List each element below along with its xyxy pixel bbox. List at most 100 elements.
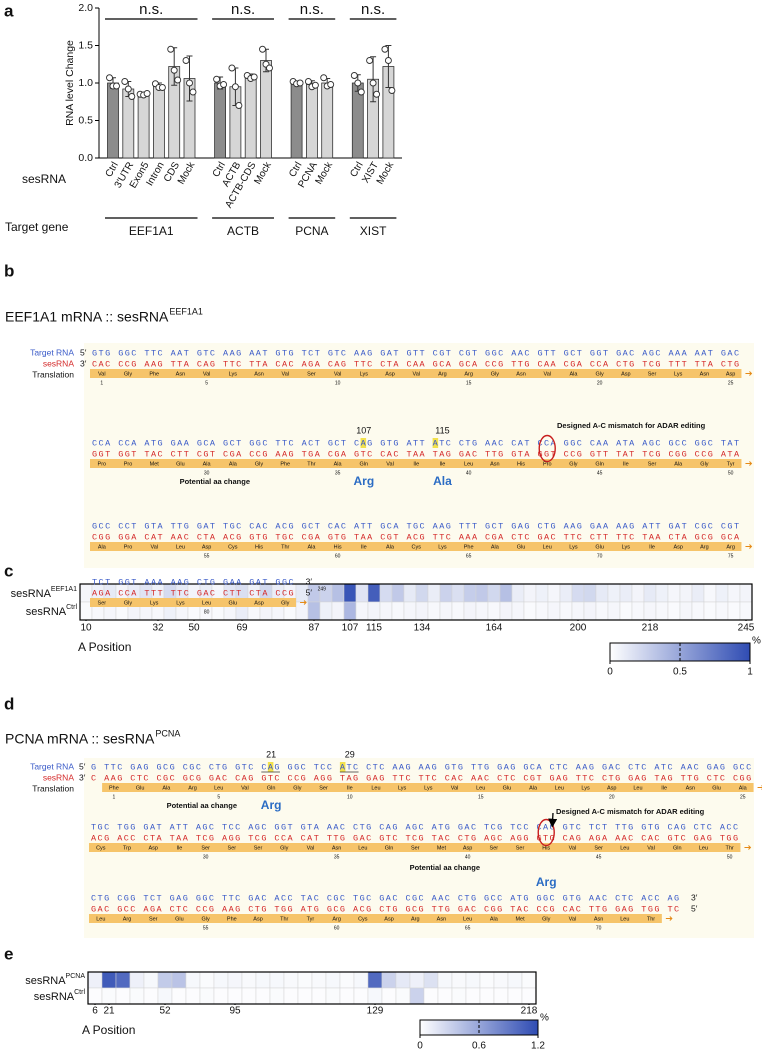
row-label: Target RNA — [30, 347, 74, 357]
five-prime-end: 5′ — [80, 347, 87, 357]
heatmap-cell — [583, 601, 597, 621]
heatmap-cell — [409, 971, 425, 989]
data-point — [350, 72, 358, 79]
heatmap-cell — [547, 583, 561, 603]
amino-acid: Phe — [280, 461, 290, 467]
amino-acid: Lys — [569, 544, 578, 550]
data-point — [186, 79, 193, 87]
amino-acid: Asp — [254, 600, 263, 606]
residue-number: 30 — [203, 854, 209, 860]
residue-number: 55 — [203, 925, 209, 931]
translation-band — [90, 459, 742, 468]
heatmap-cell — [631, 583, 645, 603]
amino-acid: Pro — [543, 461, 552, 467]
data-point — [158, 84, 166, 91]
heatmap-cell — [423, 987, 439, 1005]
heatmap-cell — [199, 987, 215, 1005]
amino-acid: Gly — [491, 371, 500, 377]
amino-acid: Gly — [542, 916, 551, 922]
heatmap-cell — [307, 601, 321, 621]
heatmap-cell — [297, 987, 313, 1005]
amino-acid: Thr — [280, 916, 288, 922]
amino-acid: Met — [515, 916, 525, 922]
amino-acid: Lys — [674, 371, 683, 377]
residue-number: 65 — [465, 925, 471, 931]
amino-acid: Asp — [385, 371, 394, 377]
amino-acid: Glu — [175, 916, 184, 922]
heatmap-cell — [403, 601, 417, 621]
heatmap-cell — [381, 971, 397, 989]
amino-acid: Leu — [176, 544, 185, 550]
amino-acid: Leu — [476, 785, 485, 791]
heatmap-cell — [339, 987, 355, 1005]
target-sequence: G TTC GAG GCG CGC CTG GTC CAG GGC TCC AT… — [91, 762, 753, 772]
heatmap-cell — [655, 583, 669, 603]
residue-number: 40 — [466, 470, 472, 476]
heatmap-cell — [715, 601, 729, 621]
heatmap-cell — [507, 987, 523, 1005]
group-label: ACTB — [227, 224, 259, 238]
amino-acid: Asn — [686, 785, 695, 791]
heatmap-cell — [415, 601, 429, 621]
amino-acid: Leu — [620, 845, 629, 851]
heatmap-cell — [353, 971, 369, 989]
amino-acid: Pro — [124, 461, 133, 467]
data-point — [311, 81, 319, 89]
sesrna-sequence: GGT GGT TAC CTT CGT CGA CCG AAG TGA CGA … — [92, 449, 741, 459]
heatmap-cell — [619, 583, 633, 603]
heatmap-border — [87, 971, 537, 1005]
heatmap-cell — [283, 987, 299, 1005]
amino-acid: Ile — [413, 461, 419, 467]
residue-number: 65 — [466, 553, 472, 559]
amino-acid: Val — [98, 371, 106, 377]
amino-acid: Asp — [202, 544, 211, 550]
heatmap-cell — [101, 987, 117, 1005]
amino-acid: Lys — [424, 785, 433, 791]
amino-acid: Pro — [98, 461, 107, 467]
amino-acid: Ser — [307, 371, 316, 377]
sesrna-sequence: CGG GGA CAT AAC CTA ACG GTG TGC CGA GTG … — [92, 532, 741, 542]
amino-acid: Glu — [712, 785, 721, 791]
amino-acid: Ser — [98, 600, 107, 606]
heatmap-cell — [391, 583, 405, 603]
amino-acid: Cys — [96, 845, 106, 851]
panel-title-superscript: PCNA — [155, 728, 180, 738]
x-tick-label: 218 — [521, 1006, 538, 1017]
data-point — [170, 66, 178, 74]
data-point — [228, 64, 236, 72]
heatmap-cell — [511, 601, 525, 621]
data-point — [357, 88, 365, 96]
sesrna-sequence: C AAG CTC CGC GCG GAC CAG GTC CCG AGG TA… — [91, 773, 753, 783]
amino-acid: Asn — [490, 461, 499, 467]
amino-acid: Ile — [361, 544, 367, 550]
amino-acid: Ser — [594, 845, 603, 851]
colorbar-tick-label: 0 — [417, 1041, 423, 1050]
heatmap-cell — [571, 601, 585, 621]
amino-acid: Asn — [437, 916, 446, 922]
data-point — [354, 79, 362, 87]
mismatch-arrow — [548, 812, 558, 828]
row-label: sesRNA — [25, 975, 66, 987]
heatmap-cell — [507, 971, 523, 989]
y-tick-label: 1.0 — [78, 77, 93, 89]
heatmap-cell — [115, 971, 131, 989]
edit-site-highlight — [360, 438, 367, 448]
five-prime-end: 5′ — [691, 903, 698, 913]
amino-acid: Leu — [214, 785, 223, 791]
heatmap-cell — [451, 987, 467, 1005]
y-tick-label: 2.0 — [78, 2, 93, 14]
amino-acid: Arg — [411, 916, 420, 922]
y-axis-label: RNA level Change — [64, 40, 76, 126]
heatmap-cell — [521, 971, 537, 989]
target-sequence: GCC CCT GTA TTG GAT TGC CAC ACG GCT CAC … — [92, 521, 741, 531]
amino-acid: Ser — [490, 845, 499, 851]
heatmap-cell — [213, 987, 229, 1005]
amino-acid: Ala — [334, 461, 343, 467]
heatmap-cell — [367, 971, 383, 989]
heatmap-cell — [475, 601, 489, 621]
new-amino-acid: Ala — [433, 474, 452, 488]
x-tick-label: Mock — [252, 159, 274, 186]
residue-number: 20 — [597, 380, 603, 386]
x-tick-label: 87 — [308, 623, 320, 634]
panel-label: e — [4, 944, 13, 963]
